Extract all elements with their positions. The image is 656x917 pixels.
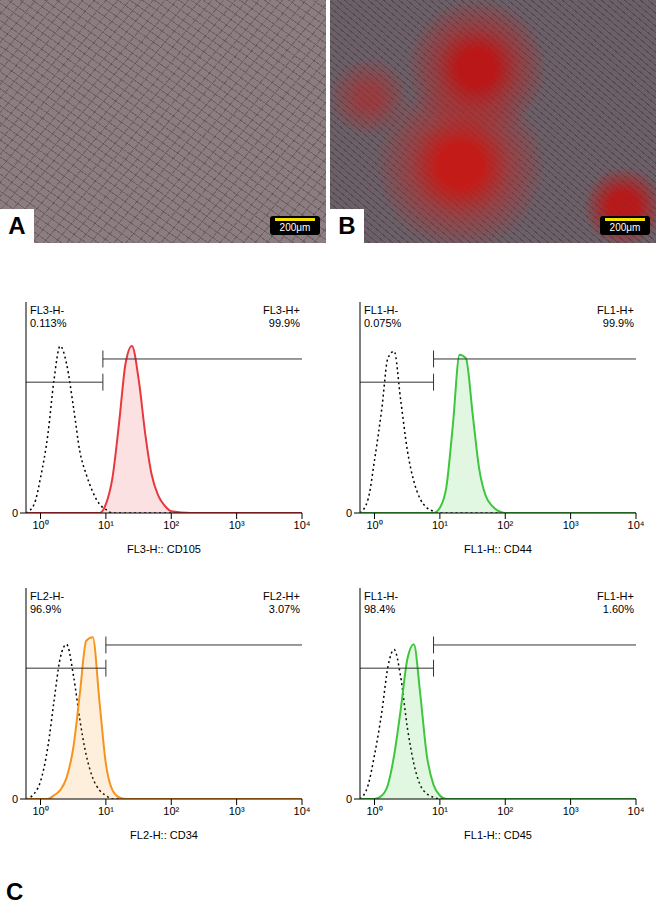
- html-text:99.9%: 99.9%: [602, 317, 634, 329]
- html-text:FL2-H-: FL2-H-: [30, 590, 65, 602]
- svg-text:10¹: 10¹: [98, 519, 114, 531]
- html-text:FL1-H-: FL1-H-: [364, 590, 399, 602]
- svg-text:10³: 10³: [229, 805, 245, 817]
- html-text:FL3-H-: FL3-H-: [30, 304, 65, 316]
- html-text:FL3-H+: FL3-H+: [263, 304, 300, 316]
- svg-text:10⁴: 10⁴: [628, 805, 645, 817]
- html-text:FL2-H+: FL2-H+: [263, 590, 300, 602]
- svg-text:0: 0: [12, 507, 18, 519]
- svg-text:10⁰: 10⁰: [32, 805, 48, 817]
- svg-text:10⁴: 10⁴: [628, 519, 645, 531]
- svg-text:10¹: 10¹: [98, 805, 114, 817]
- svg-text:FL3-H:: CD105: FL3-H:: CD105: [127, 543, 201, 555]
- svg-text:10³: 10³: [563, 519, 579, 531]
- svg-text:10²: 10²: [497, 519, 513, 531]
- html-text:3.07%: 3.07%: [268, 603, 300, 615]
- svg-text:FL1-H:: CD45: FL1-H:: CD45: [464, 829, 532, 841]
- html-text:FL1-H+: FL1-H+: [597, 304, 634, 316]
- html-text:C: C: [6, 878, 24, 905]
- svg-text:10⁴: 10⁴: [294, 519, 311, 531]
- html-text:FL1-H+: FL1-H+: [597, 590, 634, 602]
- html-text:99.9%: 99.9%: [268, 317, 300, 329]
- html-text:A: A: [8, 212, 26, 239]
- svg-text:10¹: 10¹: [432, 519, 448, 531]
- html-text:0.075%: 0.075%: [364, 317, 402, 329]
- html-text:200μm: 200μm: [609, 222, 641, 233]
- svg-text:0: 0: [346, 793, 352, 805]
- html-text:B: B: [338, 212, 356, 239]
- svg-text:10⁰: 10⁰: [32, 519, 48, 531]
- svg-text:0: 0: [12, 793, 18, 805]
- svg-text:10³: 10³: [229, 519, 245, 531]
- svg-text:10¹: 10¹: [432, 805, 448, 817]
- svg-text:FL1-H:: CD44: FL1-H:: CD44: [464, 543, 532, 555]
- svg-text:10³: 10³: [563, 805, 579, 817]
- svg-text:10²: 10²: [163, 519, 179, 531]
- html-text:98.4%: 98.4%: [364, 603, 396, 615]
- html-text:0.113%: 0.113%: [30, 317, 67, 329]
- svg-text:0: 0: [346, 507, 352, 519]
- html-text:1.60%: 1.60%: [602, 603, 634, 615]
- svg-text:10⁰: 10⁰: [366, 805, 382, 817]
- svg-text:FL2-H:: CD34: FL2-H:: CD34: [130, 829, 198, 841]
- html-text:96.9%: 96.9%: [30, 603, 62, 615]
- svg-text:10²: 10²: [163, 805, 179, 817]
- html-text:200μm: 200μm: [279, 222, 311, 233]
- svg-text:10⁴: 10⁴: [294, 805, 311, 817]
- svg-text:10⁰: 10⁰: [366, 519, 382, 531]
- svg-text:10²: 10²: [497, 805, 513, 817]
- html-text:FL1-H-: FL1-H-: [364, 304, 399, 316]
